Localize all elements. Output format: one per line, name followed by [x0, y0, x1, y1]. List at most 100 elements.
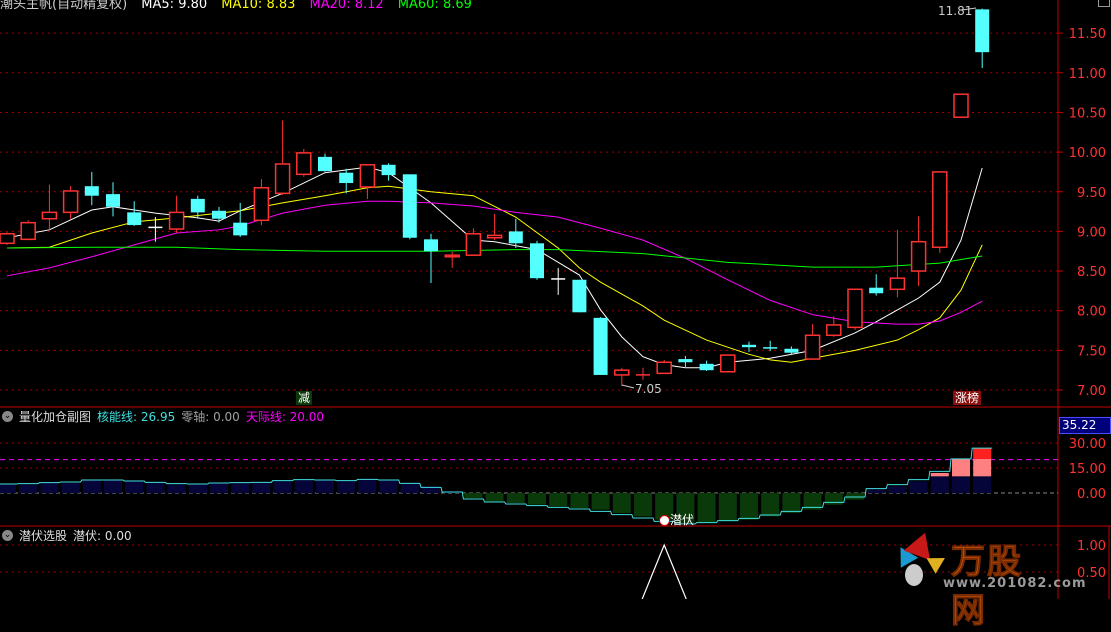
candle: [572, 279, 587, 313]
histogram-bar-positive: [952, 476, 970, 493]
candle: [847, 288, 863, 330]
candle: [359, 164, 376, 199]
histogram-bar-pink: [952, 458, 970, 477]
price-tick-label: 11.00: [1069, 67, 1106, 82]
candle-body: [530, 243, 544, 279]
candle-body: [148, 226, 163, 229]
histogram-bar-positive: [19, 484, 38, 493]
candle: [508, 218, 523, 249]
sub-tick-label: 30.00: [1069, 437, 1106, 452]
candle: [381, 163, 396, 181]
candle: [212, 206, 226, 223]
histogram-bar-positive: [379, 479, 398, 493]
candle-body: [975, 9, 990, 53]
candle: [148, 217, 163, 242]
candle-body: [720, 354, 736, 373]
candle: [41, 184, 58, 230]
high-pointer: [961, 7, 977, 11]
histogram-bar-negative: [528, 493, 546, 505]
histogram-bar-positive: [400, 482, 419, 493]
histogram-bar-negative: [612, 493, 631, 514]
candle: [127, 201, 142, 226]
price-tick-label: 8.50: [1077, 265, 1106, 280]
candle-body: [127, 212, 142, 226]
chevron-down-icon[interactable]: ⌄: [2, 411, 13, 422]
histogram-bar-positive: [146, 482, 165, 493]
candle: [784, 346, 799, 356]
histogram-bar-pink: [930, 472, 949, 477]
candle: [614, 367, 630, 387]
candle-body: [339, 172, 354, 184]
candle-body: [212, 210, 226, 219]
skyline-label: 天际线: 20.00: [245, 410, 325, 424]
candle-body: [763, 347, 778, 349]
histogram-bar-positive: [82, 479, 101, 493]
candle: [804, 324, 821, 360]
ma-line-ma10: [6, 185, 983, 363]
candle: [402, 174, 417, 240]
candle-body: [953, 93, 969, 118]
main-chart-header: 潮头主帆(自动精复权) MA5: 9.80 MA10: 8.83 MA20: 8…: [0, 0, 482, 12]
histogram-bar-positive: [888, 486, 907, 493]
candle: [465, 228, 482, 256]
energy-line: [0, 447, 993, 525]
price-tick-label: 9.50: [1077, 186, 1106, 201]
histogram-bar-positive: [294, 479, 313, 493]
ma-line-ma60: [6, 246, 983, 268]
histogram-bar-positive: [316, 479, 334, 493]
histogram-bar-red: [973, 447, 992, 459]
candle-body: [296, 152, 312, 176]
sub-panel-title: 量化加仓副图: [19, 410, 92, 424]
signal-marker: 潜伏: [657, 513, 696, 527]
histogram-bar-positive: [867, 489, 886, 493]
current-value-badge: 35.22: [1059, 417, 1111, 434]
histogram-bar-positive: [273, 481, 292, 493]
bottom-tick-label: 0.50: [1077, 566, 1106, 581]
candle-body: [910, 240, 927, 272]
candle: [551, 267, 566, 295]
candle: [296, 148, 312, 177]
ma-line-ma20: [6, 200, 983, 325]
candle-body: [106, 194, 120, 207]
ma-line-ma5: [6, 166, 983, 369]
candle-body: [424, 239, 438, 252]
bottom-panel-header: ⌄ 潜伏选股 潜伏: 0.00: [2, 527, 132, 544]
chevron-down-icon[interactable]: ⌄: [2, 530, 13, 541]
price-tick-label: 10.50: [1069, 106, 1106, 121]
candle-body: [62, 190, 79, 214]
histogram-bar-positive: [40, 482, 59, 493]
candle: [953, 93, 969, 118]
price-tick-label: 7.50: [1077, 344, 1106, 359]
histogram-bar-positive: [337, 481, 356, 493]
ma20-label: MA20: 8.12: [309, 0, 384, 12]
histogram-bar-negative: [549, 493, 568, 507]
candle-body: [742, 344, 756, 348]
energy-line-label: 核能线: 26.95: [97, 410, 176, 424]
candle: [910, 216, 927, 287]
candle-body: [359, 164, 376, 188]
candle: [233, 202, 248, 237]
histogram-bar-positive: [61, 482, 80, 493]
candle-body: [636, 374, 650, 376]
window-menu-icon[interactable]: [1098, 0, 1110, 7]
candle: [889, 229, 906, 298]
histogram-bar-negative: [761, 493, 780, 517]
watermark-logo: 万股网 www.201082.com: [891, 527, 1086, 632]
histogram-bar-positive: [0, 484, 16, 493]
histogram-bar-positive: [167, 484, 186, 493]
histogram-bar-negative: [803, 493, 822, 510]
candle: [20, 220, 36, 241]
candle-body: [932, 171, 948, 249]
candle-body: [656, 361, 672, 375]
candle-body: [486, 234, 503, 239]
histogram-bar-negative: [740, 493, 758, 520]
histogram-bar-negative: [591, 493, 610, 510]
histogram-bar-negative: [464, 493, 483, 499]
candle-body: [678, 359, 693, 363]
candle: [253, 179, 270, 226]
zero-axis-label: 零轴: 0.00: [181, 410, 240, 424]
candle: [0, 232, 15, 245]
stock-chart-canvas[interactable]: 11.50 11.00 10.50 10.00 9.50 9.00 8.50 8.00 7.50…: [0, 0, 1111, 599]
candle-body: [233, 222, 248, 236]
histogram-bar-negative: [782, 493, 801, 514]
